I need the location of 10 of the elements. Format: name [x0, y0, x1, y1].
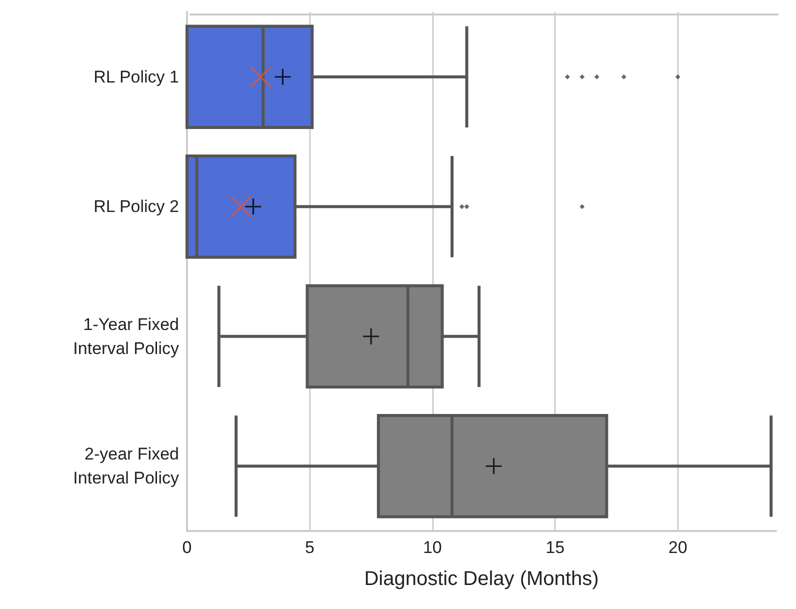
y-tick-label: 2-year Fixed Interval Policy — [73, 444, 180, 488]
x-tick-label: 10 — [422, 538, 442, 557]
y-tick-label: RL Policy 1 — [94, 67, 179, 86]
x-tick-label: 5 — [304, 538, 314, 557]
x-axis-title: Diagnostic Delay (Months) — [364, 568, 599, 590]
x-tick-label: 0 — [182, 538, 192, 557]
x-tick-label: 20 — [668, 538, 688, 557]
y-tick-label: 1-Year Fixed Interval Policy — [73, 314, 180, 358]
y-tick-label: RL Policy 2 — [94, 197, 179, 216]
x-tick-label: 15 — [546, 538, 565, 557]
